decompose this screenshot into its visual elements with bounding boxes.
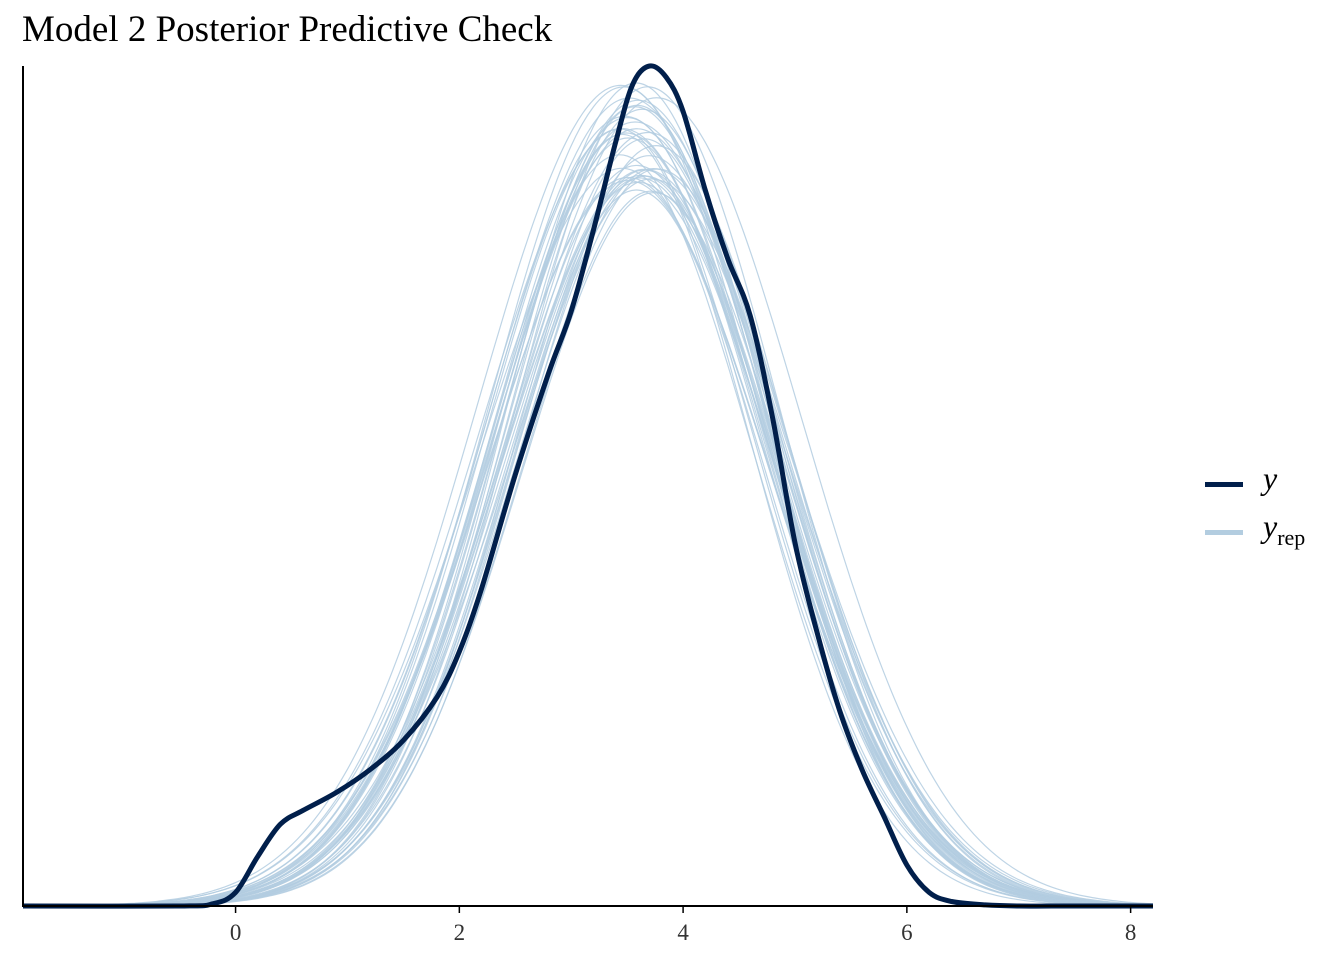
yrep-density-line <box>23 131 1154 907</box>
legend-swatch-yrep <box>1205 530 1243 535</box>
x-axis-ticks: 0 2 4 6 8 <box>230 906 1137 945</box>
yrep-density-line <box>23 179 1154 907</box>
yrep-density-line <box>23 155 1154 907</box>
yrep-density-line <box>22 178 1154 907</box>
yrep-density-line <box>23 177 1154 907</box>
y-series-group <box>22 63 1153 909</box>
legend-label-yrep: yrep <box>1263 508 1306 550</box>
yrep-density-line <box>23 190 1154 907</box>
x-tick-label: 4 <box>677 920 689 945</box>
yrep-series-group <box>22 82 1154 907</box>
yrep-density-line <box>23 115 1154 907</box>
yrep-density-line <box>23 99 1154 907</box>
legend-label-y: y <box>1263 460 1278 496</box>
yrep-density-line <box>23 168 1154 907</box>
yrep-density-line <box>23 154 1154 907</box>
yrep-density-line <box>23 106 1154 907</box>
yrep-density-line <box>23 167 1154 907</box>
yrep-density-line <box>23 192 1154 907</box>
yrep-density-line <box>23 168 1154 907</box>
yrep-density-line <box>23 174 1154 907</box>
x-tick-label: 6 <box>901 920 913 945</box>
yrep-density-line <box>23 97 1154 907</box>
x-tick-label: 2 <box>454 920 466 945</box>
chart-title: Model 2 Posterior Predictive Check <box>22 9 553 50</box>
x-tick-label: 0 <box>230 920 242 945</box>
yrep-density-line <box>23 175 1154 907</box>
yrep-density-line <box>22 167 1154 907</box>
x-tick-label: 8 <box>1125 920 1137 945</box>
yrep-density-line <box>23 128 1154 907</box>
yrep-density-line <box>23 169 1154 907</box>
yrep-density-line <box>23 189 1154 907</box>
yrep-density-line <box>23 181 1154 907</box>
yrep-density-line <box>23 176 1154 907</box>
y-density-line <box>22 63 1153 909</box>
yrep-density-line <box>23 97 1154 907</box>
legend-swatch-y <box>1205 482 1243 487</box>
